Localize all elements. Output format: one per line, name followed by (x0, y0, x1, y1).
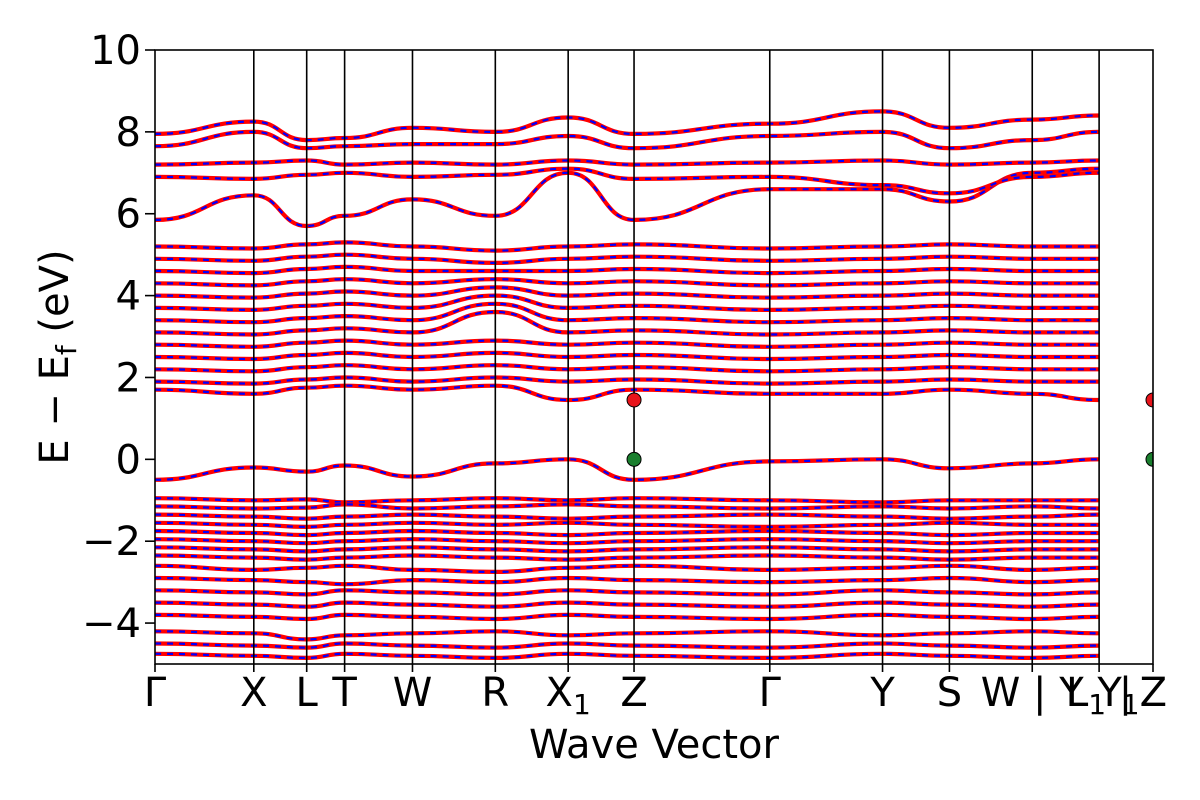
x-tick-label-main-0: Γ (144, 670, 167, 716)
bands-layer (155, 109, 1100, 661)
x-tick-label-5: R (481, 670, 509, 716)
y-tick-label-2: 6 (116, 192, 141, 238)
x-tick-label-sub-12: 1 (1088, 688, 1106, 721)
x-tick-label-10: S (937, 670, 962, 716)
x-tick-label-main-11: W | Y (981, 670, 1084, 716)
y-tick-label-4: 2 (116, 355, 141, 401)
x-tick-label-4: W (393, 670, 433, 716)
x-tick-label-main-10: S (937, 670, 962, 716)
x-tick-label-main-12: L (1066, 670, 1089, 716)
x-tick-label-main-6: X (546, 670, 573, 716)
x-tick-label-main-2: L (296, 670, 319, 716)
band-line-dashed-17 (155, 384, 1100, 402)
kpoint-lines (253, 50, 1100, 664)
y-tick-label-7: −4 (82, 601, 141, 647)
y-axis-title-subscript: f (50, 344, 83, 355)
x-axis-title: Wave Vector (529, 722, 780, 768)
y-tick-label-5: 0 (116, 437, 141, 483)
x-tick-label-rest-13: Z (1140, 670, 1167, 716)
band-line-34 (155, 109, 1100, 143)
y-axis: 10 8 6 4 2 0 −2 −4 (82, 28, 155, 647)
band-line-dashed-22 (155, 310, 1100, 336)
x-tick-label-main-5: R (481, 670, 509, 716)
x-tick-label-main-1: X (240, 670, 267, 716)
marker-cbm-0 (626, 392, 642, 408)
x-tick-label-6: X1 (546, 670, 591, 721)
band-extrema-markers (626, 392, 1153, 467)
x-tick-label-13: Y1Z (1096, 670, 1167, 721)
x-tick-label-main-8: Γ (759, 670, 782, 716)
x-tick-label-3: T (331, 670, 357, 716)
marker-vbm-2 (626, 451, 642, 467)
x-tick-label-main-9: Y (869, 670, 895, 716)
y-axis-title-main: E − E (32, 355, 78, 465)
marker-vbm-3 (1145, 451, 1153, 467)
x-tick-label-12: L1 | (1066, 670, 1132, 721)
x-tick-label-7: Z (620, 670, 647, 716)
marker-cbm-1 (1145, 392, 1153, 408)
x-tick-label-main-4: W (393, 670, 433, 716)
band-line-24 (155, 293, 1100, 313)
plot-frame (154, 49, 1154, 665)
x-tick-label-rest-12: | (1106, 670, 1132, 716)
y-tick-label-6: −2 (82, 519, 141, 565)
y-tick-label-3: 4 (116, 274, 141, 320)
x-tick-label-9: Y (869, 670, 895, 716)
band-line-31 (155, 166, 1100, 196)
x-tick-label-2: L (296, 670, 319, 716)
x-tick-label-11: W | Y (981, 670, 1084, 716)
band-line-0 (155, 457, 1100, 482)
x-tick-label-main-3: T (331, 670, 357, 716)
x-tick-label-sub-13: 1 (1122, 688, 1140, 721)
band-line-dashed-31 (155, 167, 1100, 195)
x-tick-label-main-13: Y (1096, 670, 1122, 716)
x-tick-label-0: Γ (144, 670, 167, 716)
y-axis-title-unit: (eV) (32, 249, 78, 345)
x-tick-label-main-7: Z (620, 670, 647, 716)
x-axis: Γ X L T W R X1 Z Γ Y S W | YL1 | Y1Z (144, 664, 1167, 721)
x-tick-label-1: X (240, 670, 267, 716)
y-axis-title: E − Ef (eV) (32, 249, 83, 464)
y-tick-label-1: 8 (116, 110, 141, 156)
band-line-25 (155, 285, 1100, 300)
y-tick-label-0: 10 (90, 28, 141, 74)
x-tick-label-sub-6: 1 (573, 688, 591, 721)
x-tick-label-8: Γ (759, 670, 782, 716)
